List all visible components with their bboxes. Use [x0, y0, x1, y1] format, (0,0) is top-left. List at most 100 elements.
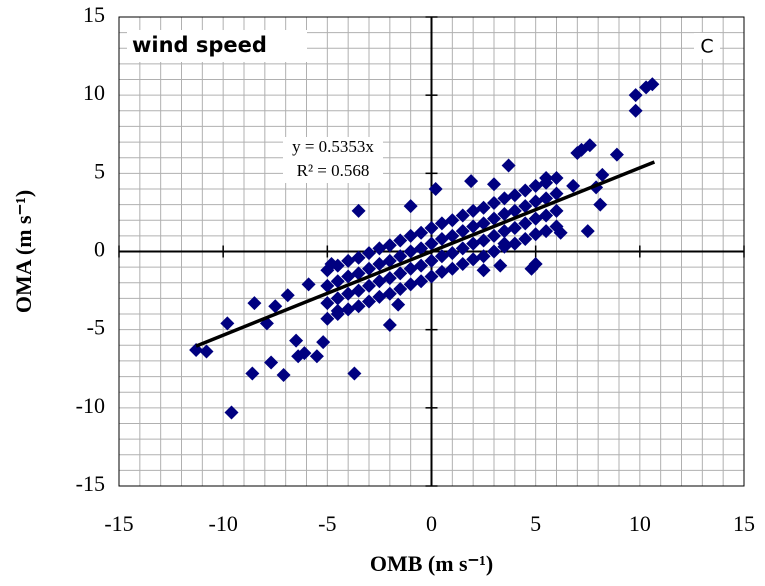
y-tick-label: 10 [83, 80, 105, 105]
point [628, 103, 643, 118]
point [351, 203, 366, 218]
x-tick-label: 10 [629, 511, 651, 536]
point [455, 208, 470, 223]
point [434, 249, 449, 264]
point [351, 250, 366, 265]
point [476, 249, 491, 264]
point [639, 80, 654, 95]
point [609, 147, 624, 162]
point [539, 208, 554, 223]
point [393, 233, 408, 248]
point [351, 266, 366, 281]
point [549, 219, 564, 234]
point [297, 346, 312, 361]
point [372, 274, 387, 289]
point [507, 236, 522, 251]
point [507, 203, 522, 218]
point [424, 269, 439, 284]
point [264, 355, 279, 370]
point [549, 186, 564, 201]
point [330, 291, 345, 306]
label-bg [283, 137, 383, 183]
point [391, 297, 406, 312]
trendline [195, 160, 656, 348]
point [528, 211, 543, 226]
point [487, 177, 501, 192]
point [362, 294, 376, 309]
point [445, 228, 460, 243]
point [393, 249, 408, 264]
trend-equation: y = 0.5353x [292, 137, 374, 156]
point [393, 266, 408, 281]
point [382, 286, 397, 301]
point [330, 274, 345, 289]
point [528, 178, 543, 193]
point [528, 227, 543, 242]
point [539, 191, 554, 206]
point [316, 335, 331, 350]
y-tick-label: 5 [94, 158, 105, 183]
point [455, 241, 470, 256]
point [276, 368, 291, 383]
point [476, 216, 491, 231]
point [570, 146, 585, 161]
y-tick-label: 0 [94, 237, 105, 262]
point [497, 224, 512, 239]
point [445, 246, 460, 261]
point [403, 261, 418, 276]
label-bg [127, 30, 307, 62]
trend-r2: R² = 0.568 [297, 161, 370, 180]
y-tick-label: 15 [83, 2, 105, 27]
point [518, 199, 533, 214]
overlay: -15 -10 -5 0 5 10 15 -15 -10 -5 0 5 10 15 y = 0.5353x R… [11, 2, 755, 576]
point [382, 253, 397, 268]
point [362, 246, 376, 261]
point [382, 271, 397, 286]
point [507, 188, 522, 203]
point [466, 236, 481, 251]
point [549, 171, 564, 186]
point [320, 263, 335, 278]
point [464, 174, 479, 189]
point [320, 311, 335, 326]
point [372, 257, 387, 272]
point [518, 216, 533, 231]
point [309, 349, 324, 364]
point [487, 228, 501, 243]
point [497, 191, 512, 206]
point [434, 231, 449, 246]
y-tick-label: -10 [76, 393, 105, 418]
point [268, 299, 283, 314]
point [476, 263, 491, 278]
point [341, 286, 356, 301]
point [330, 307, 345, 322]
point [351, 299, 366, 314]
point [341, 302, 356, 317]
point [199, 344, 214, 359]
marks [189, 77, 660, 420]
point [330, 258, 345, 273]
panel-title: wind speed [132, 33, 267, 57]
y-tick-label: -15 [76, 471, 105, 496]
y-tick-label: -5 [87, 315, 105, 340]
point [445, 213, 460, 228]
point [507, 221, 522, 236]
point [301, 277, 316, 292]
point [220, 316, 235, 331]
point [393, 282, 408, 297]
point [280, 288, 295, 303]
point [539, 224, 554, 239]
point [593, 197, 608, 212]
point [382, 238, 397, 253]
point [341, 253, 356, 268]
point [528, 194, 543, 209]
point [403, 199, 418, 214]
point [501, 158, 516, 173]
point [497, 239, 512, 254]
point [487, 196, 501, 211]
x-tick-label: 0 [426, 511, 437, 536]
point [341, 269, 356, 284]
point [497, 206, 512, 221]
point [466, 203, 481, 218]
point [414, 274, 429, 289]
